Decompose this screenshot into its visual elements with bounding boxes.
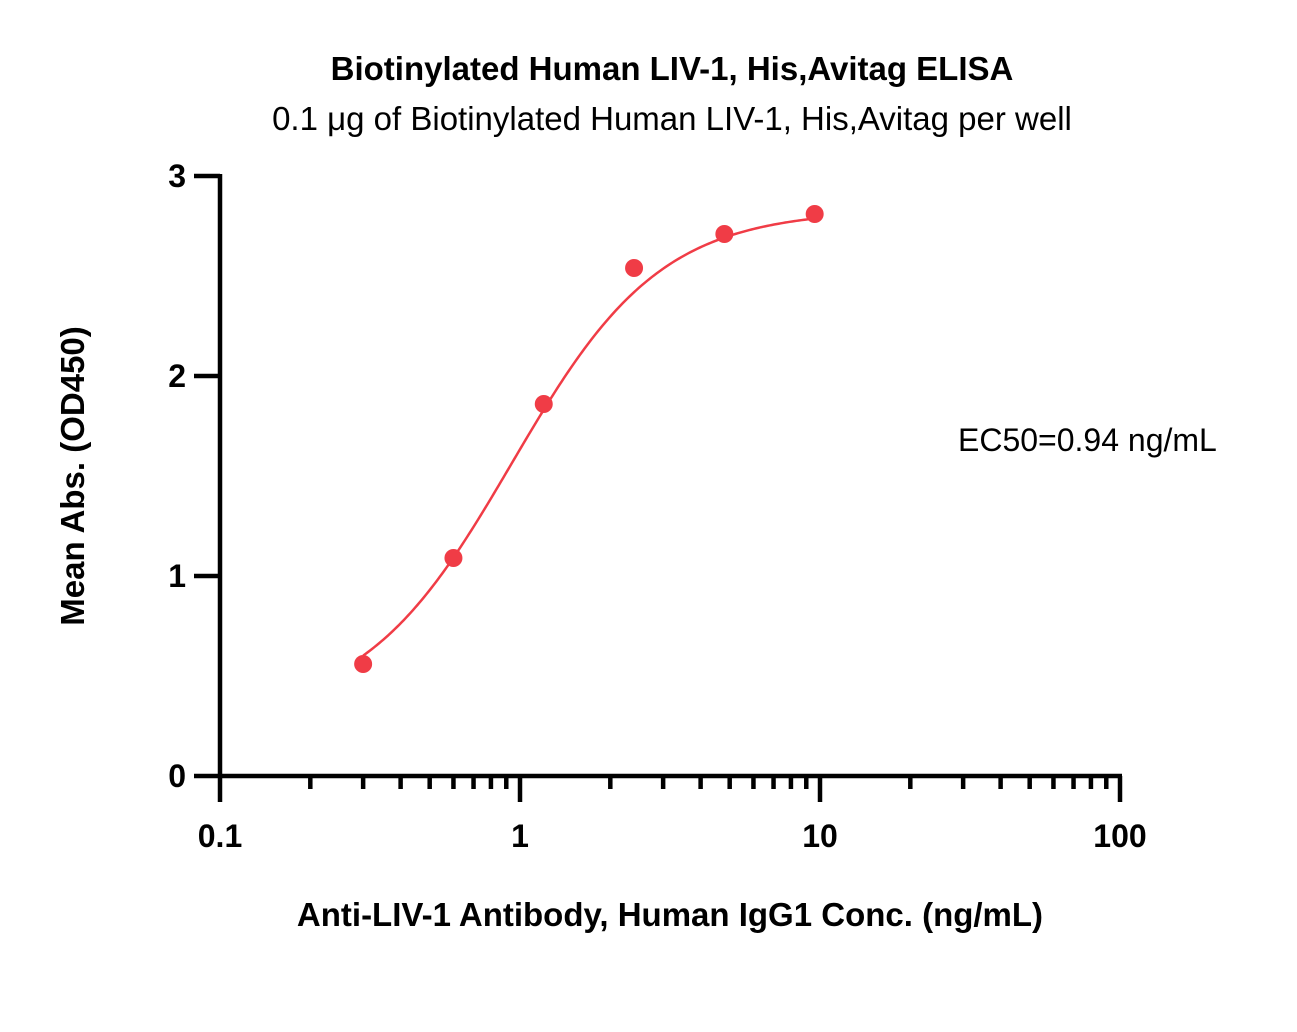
data-point bbox=[354, 655, 373, 673]
data-point bbox=[715, 225, 734, 243]
axes bbox=[217, 174, 1122, 779]
data-point bbox=[805, 205, 824, 223]
data-point bbox=[625, 259, 644, 277]
x-axis-label: Anti-LIV-1 Antibody, Human IgG1 Conc. (n… bbox=[297, 896, 1043, 933]
x-tick-label: 100 bbox=[1093, 818, 1146, 854]
x-tick-label: 1 bbox=[511, 818, 529, 854]
chart-title: Biotinylated Human LIV-1, His,Avitag ELI… bbox=[331, 50, 1014, 87]
y-tick-label: 3 bbox=[168, 158, 186, 194]
y-tick-label: 1 bbox=[168, 558, 186, 594]
x-axis-ticks: 0.1 1 10 100 bbox=[198, 776, 1147, 854]
y-axis-ticks: 0 1 2 3 bbox=[168, 158, 220, 794]
x-tick-label: 0.1 bbox=[198, 818, 242, 854]
data-point bbox=[444, 549, 463, 567]
ec50-annotation: EC50=0.94 ng/mL bbox=[958, 422, 1217, 458]
data-points bbox=[354, 205, 824, 673]
y-tick-label: 0 bbox=[168, 758, 186, 794]
x-tick-label: 10 bbox=[802, 818, 838, 854]
y-axis-label: Mean Abs. (OD450) bbox=[54, 326, 91, 626]
fit-curve bbox=[362, 217, 815, 657]
y-tick-label: 2 bbox=[168, 358, 186, 394]
chart-subtitle: 0.1 μg of Biotinylated Human LIV-1, His,… bbox=[272, 100, 1072, 137]
data-point bbox=[534, 395, 553, 413]
